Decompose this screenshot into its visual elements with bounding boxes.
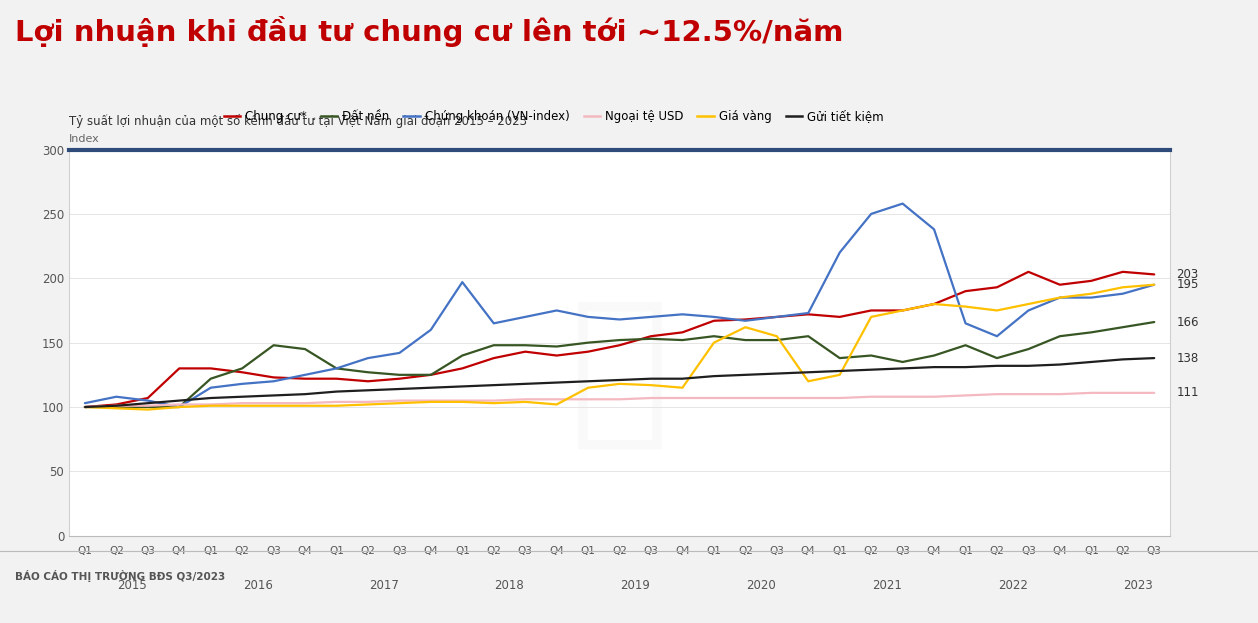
Text: 2018: 2018 — [494, 579, 525, 592]
Text: 2021: 2021 — [872, 579, 902, 592]
Text: Tỷ suất lợi nhuận của một số kênh đầu tư tại Việt Nam giai đoạn 2015 – 2023: Tỷ suất lợi nhuận của một số kênh đầu tư… — [69, 114, 527, 128]
Text: 111: 111 — [1176, 386, 1199, 399]
Text: BÁO CÁO THỊ TRƯỜNG BĐS Q3/2023: BÁO CÁO THỊ TRƯỜNG BĐS Q3/2023 — [15, 570, 225, 583]
Text: Ⓦ: Ⓦ — [570, 292, 669, 455]
Text: Lợi nhuận khi đầu tư chung cư lên tới ~12.5%/năm: Lợi nhuận khi đầu tư chung cư lên tới ~1… — [15, 16, 843, 47]
Text: 195: 195 — [1176, 278, 1199, 291]
Text: 203: 203 — [1176, 268, 1199, 281]
Text: 2017: 2017 — [369, 579, 399, 592]
Text: 2023: 2023 — [1123, 579, 1154, 592]
Text: Index: Index — [69, 134, 99, 144]
Text: 2019: 2019 — [620, 579, 650, 592]
Legend: Chung cư*, Đất nền, Chứng khoán (VN-index), Ngoại tệ USD, Giá vàng, Gửi tiết kiệ: Chung cư*, Đất nền, Chứng khoán (VN-inde… — [219, 105, 888, 128]
Text: 2015: 2015 — [117, 579, 147, 592]
Text: 138: 138 — [1176, 351, 1199, 364]
Text: 166: 166 — [1176, 315, 1199, 328]
Text: 2020: 2020 — [746, 579, 776, 592]
Text: 2022: 2022 — [998, 579, 1028, 592]
Text: 2016: 2016 — [243, 579, 273, 592]
